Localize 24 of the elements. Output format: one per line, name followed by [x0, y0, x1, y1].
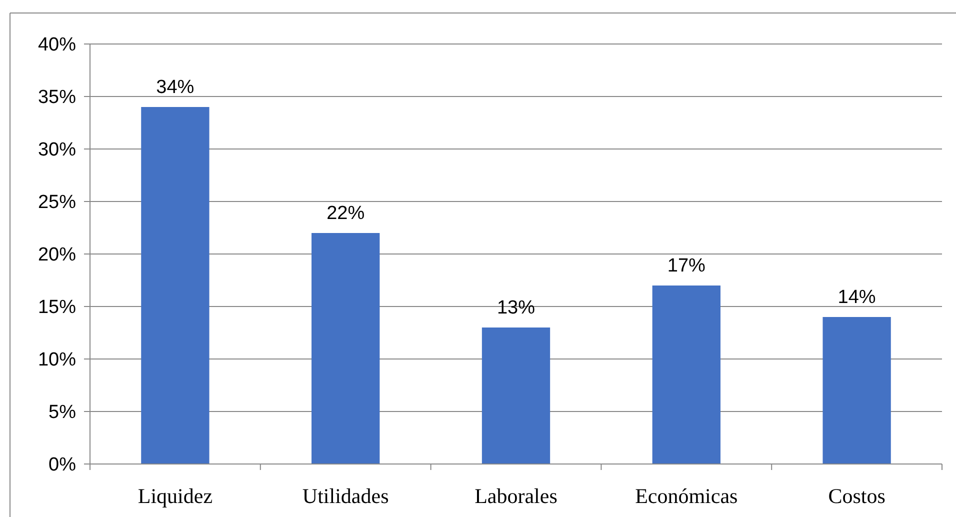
x-tick-label: Liquidez — [138, 484, 213, 508]
y-tick-label: 5% — [48, 402, 76, 424]
y-tick-label: 25% — [38, 192, 76, 214]
x-tick-label: Utilidades — [302, 484, 389, 508]
x-tick-label: Económicas — [635, 484, 738, 508]
data-label: 34% — [156, 77, 194, 98]
y-tick-label: 40% — [38, 34, 76, 56]
data-label: 22% — [326, 203, 365, 224]
data-label: 17% — [667, 256, 706, 276]
data-label: 14% — [838, 287, 876, 308]
y-tick-label: 30% — [38, 140, 76, 161]
bar — [482, 328, 550, 464]
x-tick-label: Laborales — [474, 484, 558, 508]
y-tick-label: 0% — [48, 454, 76, 476]
bar — [141, 107, 210, 464]
bar — [312, 233, 380, 464]
y-tick-label: 10% — [38, 350, 76, 371]
bar — [652, 286, 720, 464]
x-tick-label: Costos — [828, 484, 886, 508]
y-tick-label: 15% — [38, 297, 76, 318]
bar — [822, 317, 891, 464]
y-tick-label: 35% — [38, 87, 76, 108]
y-tick-label: 20% — [38, 244, 76, 266]
data-label: 13% — [496, 298, 536, 318]
